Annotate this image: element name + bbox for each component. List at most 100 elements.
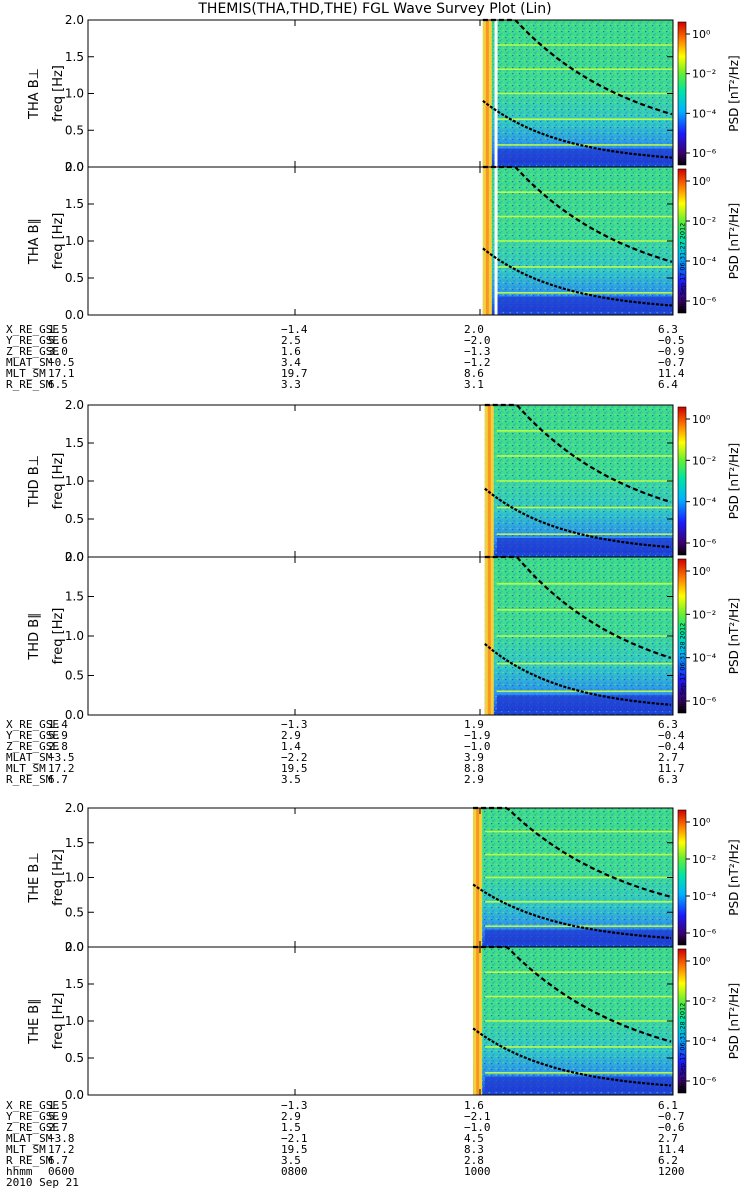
- ephemeris-value: −2.0: [464, 334, 491, 347]
- date-text: 2010 Sep 21: [6, 1176, 79, 1189]
- panel-ylabel-component: THA B⊥: [27, 68, 42, 120]
- colorbar-label: PSD [nT²/Hz]: [727, 55, 741, 131]
- ephemeris-value: 2.8: [48, 740, 68, 753]
- ephemeris-value: 1.5: [281, 1121, 301, 1134]
- ephemeris-value: −1.2: [464, 356, 491, 369]
- ephemeris-label: Y_RE_GSE: [6, 1110, 59, 1123]
- gyrofrequency-curve: [484, 403, 672, 504]
- ephemeris-table-the: X_RE_GSE 1.5 −1.3 1.6 6.1 Y_RE_GSE 5.9 2.9 −2.1−…: [6, 1100, 706, 1188]
- y-tick-label: 1.5: [65, 436, 84, 450]
- ephemeris-value: −3.5: [48, 751, 75, 764]
- colorbar-tick-label: 10⁻⁶: [692, 695, 717, 708]
- ephemeris-label: Z_RE_GSE: [6, 1121, 59, 1134]
- colorbar-tick-label: 10⁻⁴: [692, 496, 717, 509]
- time-axis-row: hhmm 0600 0800 1000 1200: [6, 1166, 706, 1177]
- ephemeris-value: 2.9: [281, 729, 301, 742]
- ephemeris-row: Z_RE_GSE 2.8 1.4 −1.0 −0.4: [6, 741, 706, 752]
- ephemeris-value: −0.7: [658, 356, 685, 369]
- ephemeris-value: 6.4: [658, 378, 678, 391]
- ephemeris-value: 6.1: [658, 1099, 678, 1112]
- y-tick-label: 2.0: [65, 160, 84, 174]
- onset-strip-core: [485, 20, 489, 167]
- ephemeris-row: Y_RE_GSE 5.9 2.9 −1.9 −0.4: [6, 730, 706, 741]
- ephemeris-value: 8.3: [464, 1143, 484, 1156]
- colorbar-tick-label: 10⁻²: [692, 995, 716, 1008]
- y-tick-label: 1.5: [65, 197, 84, 211]
- ephemeris-value: 3.5: [281, 773, 301, 786]
- panel-ylabel-freq: freq [Hz]: [51, 65, 66, 122]
- ephemeris-value: −1.3: [281, 718, 308, 731]
- ephemeris-label: R_RE_SM: [6, 773, 53, 786]
- half-gyrofrequency-curve: [484, 487, 671, 549]
- colorbar-tick-label: 10⁻⁴: [692, 255, 717, 268]
- panel-ylabel-freq: freq [Hz]: [51, 453, 66, 510]
- ephemeris-label: R_RE_SM: [6, 378, 53, 391]
- ephemeris-value: −0.4: [658, 729, 685, 742]
- ephemeris-row: Z_RE_GSE 3.0 1.6 −1.3 −0.9: [6, 346, 706, 357]
- ephemeris-value: 2.9: [464, 773, 484, 786]
- ephemeris-label: MLT_SM: [6, 1143, 46, 1156]
- colorbar-tick-label: 10⁻⁶: [692, 295, 717, 308]
- y-tick-label: 1.5: [65, 590, 84, 604]
- ephemeris-value: 6.3: [658, 718, 678, 731]
- low-freq-band: [496, 538, 673, 554]
- y-tick-label: 0.5: [65, 271, 84, 285]
- onset-strip-core: [487, 405, 491, 557]
- timestamp-stamp: Mon Sep 17 06:31:28 2012: [679, 1003, 687, 1091]
- ephemeris-row: MLT_SM 17.2 19.5 8.3 11.4: [6, 1144, 706, 1155]
- y-tick-label: 0.0: [65, 550, 84, 564]
- ephemeris-value: 1.6: [464, 1099, 484, 1112]
- y-tick-label: 1.0: [65, 629, 84, 643]
- time-axis-label: hhmm: [6, 1165, 33, 1178]
- ephemeris-label: MLAT_SM: [6, 751, 53, 764]
- ephemeris-value: −1.0: [464, 1121, 491, 1134]
- y-tick-label: 2.0: [65, 940, 84, 954]
- colorbar-tick-label: 10⁰: [692, 175, 711, 188]
- ephemeris-row: MLT_SM 17.2 19.5 8.8 11.7: [6, 763, 706, 774]
- ephemeris-row: MLT_SM 17.1 19.7 8.6 11.4: [6, 368, 706, 379]
- colorbar: [677, 948, 687, 1094]
- ephemeris-value: 2.7: [48, 1121, 68, 1134]
- ephemeris-value: −1.9: [464, 729, 491, 742]
- ephemeris-value: 3.4: [281, 356, 301, 369]
- ephemeris-row: X_RE_GSE 1.5 −1.4 2.0 6.3: [6, 324, 706, 335]
- gyrofrequency-curve: [484, 555, 672, 659]
- ephemeris-label: X_RE_GSE: [6, 323, 59, 336]
- ephemeris-row: MLAT_SM −3.5 −2.2 3.9 2.7: [6, 752, 706, 763]
- y-tick-label: 0.0: [65, 708, 84, 722]
- x-tick-label: 0800: [281, 1165, 308, 1178]
- ephemeris-value: 3.3: [281, 378, 301, 391]
- ephemeris-value: 2.9: [281, 1110, 301, 1123]
- panel-ylabel-component: THD B⊥: [27, 455, 42, 508]
- ephemeris-value: −2.2: [281, 751, 308, 764]
- colorbar-tick-label: 10⁻²: [692, 853, 716, 866]
- colorbar-label: PSD [nT²/Hz]: [727, 598, 741, 674]
- y-tick-label: 1.5: [65, 977, 84, 991]
- colorbar: [677, 809, 687, 946]
- ephemeris-value: 1.4: [281, 740, 301, 753]
- y-tick-label: 1.0: [65, 871, 84, 885]
- ephemeris-row: MLAT_SM −0.5 3.4 −1.2 −0.7: [6, 357, 706, 368]
- ephemeris-value: 2.8: [464, 1154, 484, 1167]
- y-tick-label: 0.0: [65, 308, 84, 322]
- onset-strip-core: [487, 557, 491, 715]
- ephemeris-table-thd: X_RE_GSE 1.4 −1.3 1.9 6.3 Y_RE_GSE 5.9 2.9 −1.9−…: [6, 719, 706, 785]
- ephemeris-value: 19.7: [281, 367, 308, 380]
- low-freq-band: [494, 148, 673, 164]
- ephemeris-label: MLT_SM: [6, 762, 46, 775]
- ephemeris-value: −1.3: [464, 345, 491, 358]
- half-gyrofrequency-curve: [472, 1027, 672, 1087]
- timestamp-stamp: Mon Sep 17 06:31:27 2012: [679, 223, 687, 311]
- panel-ylabel-component: THA B∥: [27, 218, 42, 265]
- ephemeris-label: X_RE_GSE: [6, 1099, 59, 1112]
- ephemeris-value: 6.3: [658, 773, 678, 786]
- panel-ylabel-component: THE B∥: [27, 998, 42, 1044]
- ephemeris-value: 2.7: [658, 751, 678, 764]
- ephemeris-value: 3.9: [464, 751, 484, 764]
- half-gyrofrequency-curve: [472, 883, 672, 940]
- panel-ylabel-freq: freq [Hz]: [51, 608, 66, 665]
- colorbar-tick-label: 10⁻⁶: [692, 147, 717, 160]
- colorbar-tick-label: 10⁰: [692, 816, 711, 829]
- colorbar-label: PSD [nT²/Hz]: [727, 983, 741, 1059]
